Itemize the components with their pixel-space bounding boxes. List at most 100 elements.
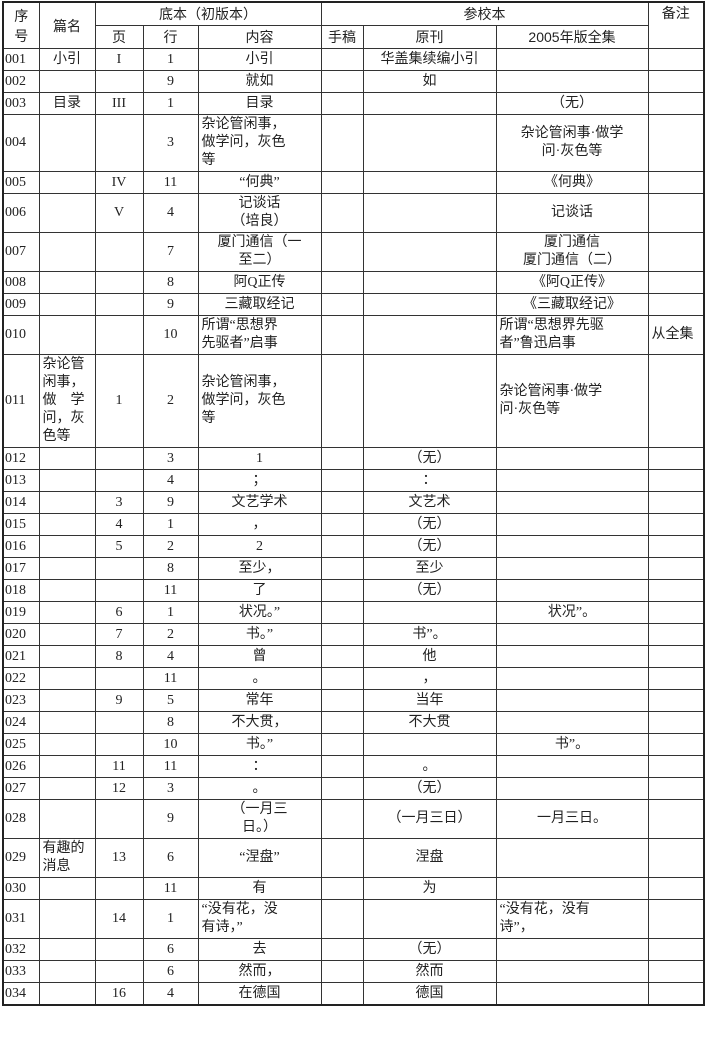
cell-title [38, 899, 96, 939]
cell-content: 。 [197, 667, 322, 690]
cell-original [362, 315, 497, 355]
collation-table: 序 号 篇名 底本（初版本） 参校本 备注 页 行 内容 手稿 原刊 2005年… [2, 1, 705, 1006]
cell-page: 8 [94, 645, 144, 668]
cell-seq: 008 [2, 271, 40, 294]
cell-seq: 011 [2, 354, 40, 448]
cell-page: 16 [94, 982, 144, 1006]
table-row: 011 杂论管 闲事， 做 学 问，灰 色等 1 2 杂论管闲事， 做学问，灰色 等 杂论… [2, 354, 705, 448]
cell-edition2005 [495, 755, 649, 778]
cell-edition2005 [495, 557, 649, 580]
cell-note [647, 447, 705, 470]
table-row: 006 V 4 记谈话 （培良） 记谈话 [2, 193, 705, 233]
cell-edition2005: 《三藏取经记》 [495, 293, 649, 316]
table-row: 004 3 杂论管闲事， 做学问，灰色 等 杂论管闲事·做学 问·灰色等 [2, 114, 705, 172]
cell-content: 在德国 [197, 982, 322, 1006]
cell-content: 书。” [197, 733, 322, 756]
cell-note [647, 623, 705, 646]
cell-line: 1 [142, 899, 199, 939]
cell-note [647, 960, 705, 983]
cell-note [647, 232, 705, 272]
cell-edition2005: 书”。 [495, 733, 649, 756]
cell-original: （无） [362, 579, 497, 602]
cell-manuscript [320, 271, 364, 294]
cell-note [647, 579, 705, 602]
header-seq: 序 号 [2, 1, 40, 49]
cell-manuscript [320, 689, 364, 712]
cell-title [38, 171, 96, 194]
table-row: 033 6 然而， 然而 [2, 960, 705, 983]
cell-original [362, 293, 497, 316]
cell-content: 书。” [197, 623, 322, 646]
table-row: 019 6 1 状况。” 状况”。 [2, 601, 705, 624]
cell-manuscript [320, 838, 364, 878]
cell-page: 7 [94, 623, 144, 646]
cell-content: 曾 [197, 645, 322, 668]
cell-original: 如 [362, 70, 497, 93]
cell-line: 11 [142, 667, 199, 690]
cell-line: 7 [142, 232, 199, 272]
cell-title [38, 711, 96, 734]
cell-original [362, 171, 497, 194]
cell-page [94, 557, 144, 580]
cell-page: 4 [94, 513, 144, 536]
cell-manuscript [320, 491, 364, 514]
table-row: 009 9 三藏取经记 《三藏取经记》 [2, 293, 705, 316]
cell-original [362, 114, 497, 172]
cell-title [38, 877, 96, 900]
cell-content: 至少， [197, 557, 322, 580]
cell-edition2005 [495, 623, 649, 646]
cell-note [647, 491, 705, 514]
cell-manuscript [320, 733, 364, 756]
cell-manuscript [320, 557, 364, 580]
table-row: 031 14 1 “没有花，没 有诗，” “没有花，没有 诗”， [2, 899, 705, 939]
cell-original: 书”。 [362, 623, 497, 646]
cell-manuscript [320, 938, 364, 961]
table-row: 027 12 3。 （无） [2, 777, 705, 800]
header-line: 行 [142, 25, 199, 49]
cell-content: 杂论管闲事， 做学问，灰色 等 [197, 114, 322, 172]
cell-edition2005: “没有花，没有 诗”， [495, 899, 649, 939]
cell-original: 当年 [362, 689, 497, 712]
cell-title [38, 535, 96, 558]
cell-original: ， [362, 667, 497, 690]
cell-title [38, 601, 96, 624]
cell-seq: 016 [2, 535, 40, 558]
cell-original: （无） [362, 938, 497, 961]
table-row: 002 9 就如 如 [2, 70, 705, 93]
cell-edition2005 [495, 535, 649, 558]
table-row: 023 9 5 常年 当年 [2, 689, 705, 712]
cell-note [647, 982, 705, 1006]
cell-seq: 030 [2, 877, 40, 900]
table-row: 007 7 厦门通信（一 至二） 厦门通信 厦门通信（二） [2, 232, 705, 272]
cell-page: 12 [94, 777, 144, 800]
cell-seq: 013 [2, 469, 40, 492]
cell-content: 然而， [197, 960, 322, 983]
cell-title [38, 623, 96, 646]
cell-edition2005: （无） [495, 92, 649, 115]
cell-manuscript [320, 171, 364, 194]
cell-line: 2 [142, 354, 199, 448]
cell-original: 不大贯 [362, 711, 497, 734]
cell-manuscript [320, 48, 364, 71]
cell-seq: 014 [2, 491, 40, 514]
cell-page [94, 711, 144, 734]
cell-manuscript [320, 623, 364, 646]
cell-content: 状况。” [197, 601, 322, 624]
cell-seq: 012 [2, 447, 40, 470]
table-row: 028 9 （一月三 日。） （一月三日） 一月三日。 [2, 799, 705, 839]
cell-line: 6 [142, 938, 199, 961]
header-base: 底本（初版本） [94, 1, 322, 26]
cell-page: 3 [94, 491, 144, 514]
cell-manuscript [320, 513, 364, 536]
cell-seq: 026 [2, 755, 40, 778]
cell-original [362, 92, 497, 115]
cell-note [647, 70, 705, 93]
cell-edition2005 [495, 777, 649, 800]
table-row: 005 IV 11 “何典” 《何典》 [2, 171, 705, 194]
cell-page: 13 [94, 838, 144, 878]
cell-seq: 024 [2, 711, 40, 734]
cell-line: 11 [142, 755, 199, 778]
cell-edition2005 [495, 48, 649, 71]
cell-note: 从全集 [647, 315, 705, 355]
cell-page [94, 114, 144, 172]
